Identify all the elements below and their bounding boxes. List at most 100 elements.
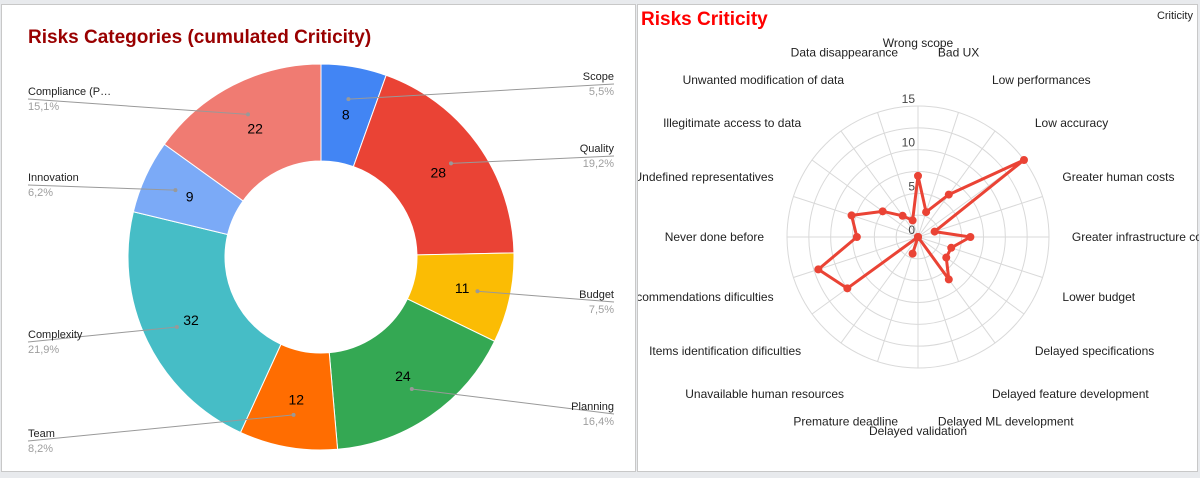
radar-axis-label: Recommendations dificulties <box>638 290 774 304</box>
radar-data-point <box>947 243 956 252</box>
callout-dot <box>346 97 351 102</box>
callout-dot <box>475 289 480 294</box>
radar-axis-label: Data disappearance <box>791 46 899 60</box>
callout-line <box>27 98 249 115</box>
radar-axis-label: Wrong scope <box>883 36 954 50</box>
callout-percent-label: 6,2% <box>28 187 53 199</box>
donut-chart-title: Risks Categories (cumulated Criticity) <box>28 27 371 48</box>
radar-data-point <box>852 233 861 241</box>
callout-line <box>348 83 615 100</box>
radar-data-point <box>914 233 922 241</box>
radar-data-point <box>814 265 823 274</box>
slice-value-label: 11 <box>455 280 470 296</box>
radar-spoke <box>840 130 919 238</box>
callout-percent-label: 21,9% <box>28 344 59 356</box>
radar-axis-label: Delayed ML development <box>938 414 1074 428</box>
callout-line <box>450 155 615 164</box>
callout-line <box>27 184 176 191</box>
callout-dot <box>291 412 296 417</box>
radar-chart-title: Risks Criticity <box>641 9 768 30</box>
callout-dot <box>174 324 179 329</box>
radar-axis-label: Unwanted modification of data <box>683 73 845 87</box>
callout-dot <box>449 161 454 166</box>
radar-data-point <box>847 211 856 220</box>
callout-category-label: Compliance (P… <box>28 86 111 98</box>
radar-data-point <box>942 253 951 262</box>
radar-tick-label: 15 <box>902 92 916 106</box>
radar-axis-label: Low accuracy <box>1035 116 1108 130</box>
callout-percent-label: 5,5% <box>589 86 614 98</box>
donut-slice-quality <box>352 74 515 256</box>
radar-data-point <box>914 171 922 180</box>
radar-data-point <box>908 216 917 225</box>
callout-category-label: Team <box>28 428 55 440</box>
donut-slice-planning <box>328 298 496 450</box>
radar-axis-label: Greater human costs <box>1062 170 1174 184</box>
legend-label: Criticity <box>1157 10 1194 22</box>
donut-chart: Risks Categories (cumulated Criticity) 8… <box>27 27 615 455</box>
callout-percent-label: 19,2% <box>583 158 614 170</box>
radar-chart-panel: Risks Criticity Criticity 0 5 10 15 Wrong s… <box>621 4 1200 472</box>
radar-axis-label: Bad UX <box>938 46 979 60</box>
callout-percent-label: 15,1% <box>28 101 59 113</box>
radar-data-point <box>966 233 975 241</box>
donut-slice-compliance-p- <box>163 63 322 202</box>
callout-line <box>477 290 615 303</box>
radar-axis-label: Undefined representatives <box>638 170 774 184</box>
radar-spoke <box>811 159 919 238</box>
radar-spoke <box>917 236 1043 278</box>
slice-value-label: 24 <box>395 368 411 384</box>
donut-chart-panel: Risks Categories (cumulated Criticity) 8… <box>1 4 636 472</box>
radar-axis-label: Premature deadline <box>793 414 898 428</box>
slice-value-label: 12 <box>288 391 304 407</box>
slice-value-label: 8 <box>342 107 350 123</box>
radar-spoke <box>917 196 1043 238</box>
slice-value-label: 28 <box>430 165 446 181</box>
radar-spoke <box>917 130 996 238</box>
radar-axis-label: Low performances <box>992 73 1091 87</box>
radar-tick-label: 10 <box>902 136 916 150</box>
callout-dot <box>245 112 250 117</box>
radar-data-point <box>908 249 917 258</box>
radar-axis-label: Unavailable human resources <box>685 387 844 401</box>
radar-data-point <box>944 275 953 284</box>
radar-data-point <box>878 207 887 216</box>
radar-tick-label: 0 <box>908 223 915 237</box>
radar-series-line <box>816 158 1026 290</box>
radar-axis-label: Items identification dificulties <box>649 344 801 358</box>
radar-spoke <box>917 112 959 238</box>
radar-data-point <box>898 211 907 220</box>
radar-tick-label: 5 <box>908 179 915 193</box>
callout-category-label: Planning <box>571 401 614 413</box>
callout-category-label: Quality <box>580 143 615 155</box>
callout-category-label: Complexity <box>28 329 83 341</box>
callout-dot <box>409 386 414 391</box>
callout-dot <box>173 188 178 193</box>
callout-category-label: Budget <box>579 289 614 301</box>
callout-line <box>27 326 177 343</box>
radar-spoke <box>877 236 919 362</box>
radar-data-point <box>843 284 852 293</box>
radar-axis-label: Delayed specifications <box>1035 344 1154 358</box>
callout-percent-label: 8,2% <box>28 443 53 455</box>
radar-data-point <box>922 208 931 217</box>
radar-spoke <box>917 236 1025 315</box>
callout-line <box>27 414 294 442</box>
callout-category-label: Scope <box>583 71 614 83</box>
callout-category-label: Innovation <box>28 172 79 184</box>
radar-spoke <box>793 196 919 238</box>
radar-axis-label: Delayed feature development <box>992 387 1149 401</box>
callout-line <box>411 388 615 415</box>
slice-value-label: 32 <box>183 312 199 328</box>
callout-percent-label: 7,5% <box>589 304 614 316</box>
slice-value-label: 22 <box>247 120 263 136</box>
radar-axis-label: Delayed validation <box>869 424 967 438</box>
radar-spoke <box>917 236 959 362</box>
radar-spoke <box>877 112 919 238</box>
radar-data-point <box>930 227 939 236</box>
donut-slice-complexity <box>127 211 282 434</box>
radar-axis-label: Lower budget <box>1062 290 1135 304</box>
radar-data-point <box>944 190 953 199</box>
radar-data-point <box>1019 156 1028 165</box>
radar-axis-label: Greater infrastructure costs <box>1072 230 1199 244</box>
